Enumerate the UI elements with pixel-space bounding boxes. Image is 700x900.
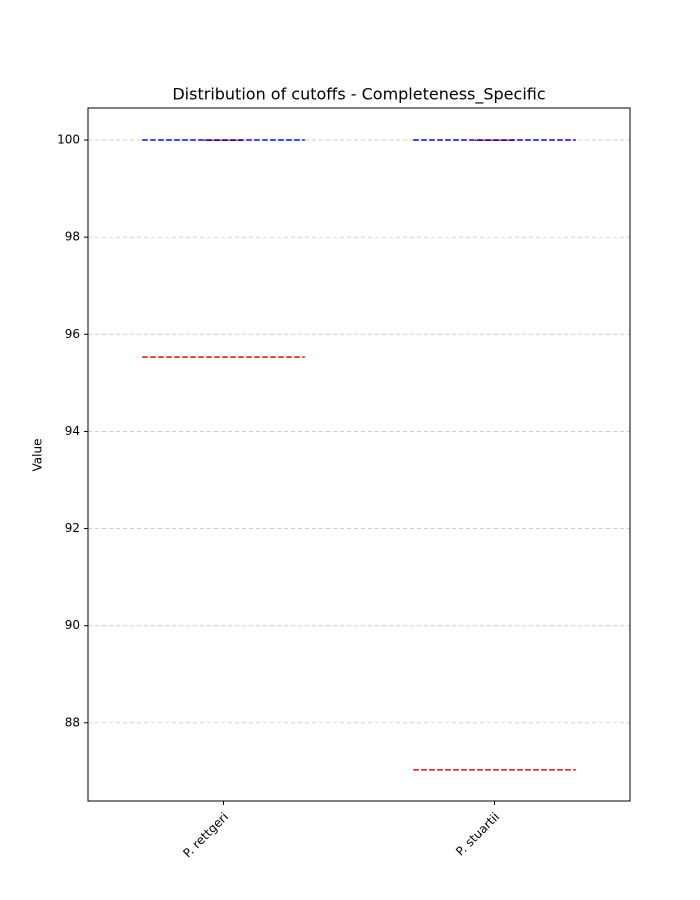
y-tick-label: 100 bbox=[57, 133, 80, 147]
y-tick-label: 94 bbox=[65, 424, 80, 438]
y-tick-label: 96 bbox=[65, 327, 80, 341]
y-axis-label: Value bbox=[31, 439, 45, 472]
y-tick-label: 88 bbox=[65, 715, 80, 729]
y-tick-label: 98 bbox=[65, 230, 80, 244]
x-tick-label: P. stuartii bbox=[453, 810, 502, 859]
y-tick-label: 92 bbox=[65, 521, 80, 535]
x-tick-label: P. rettgeri bbox=[180, 810, 231, 861]
chart-title: Distribution of cutoffs - Completeness_S… bbox=[172, 85, 545, 105]
plot-frame bbox=[87, 107, 631, 802]
y-tick-label: 90 bbox=[65, 618, 80, 632]
